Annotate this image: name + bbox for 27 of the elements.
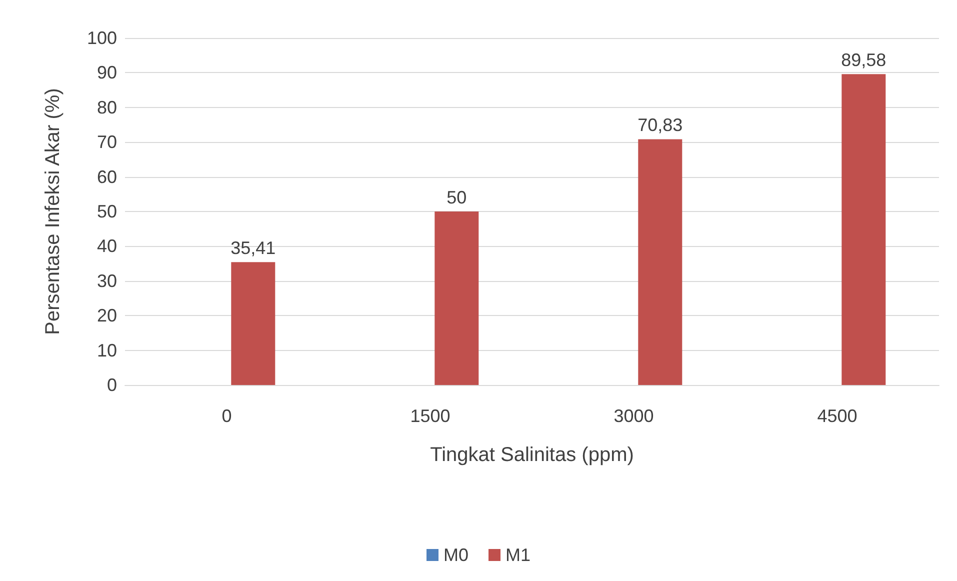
y-tick-label: 90 [96,62,117,83]
y-tick-label: 40 [96,236,117,256]
y-tick-label: 80 [96,97,117,118]
data-label: 50 [446,188,467,208]
x-axis-title: Tingkat Salinitas (ppm) [430,444,634,466]
y-tick-label: 50 [96,202,117,222]
legend-label: M0 [443,545,469,565]
y-tick-label: 70 [96,132,117,152]
bar [434,212,479,385]
data-label: 35,41 [230,238,276,258]
y-tick-label: 100 [86,28,117,48]
x-tick-label: 4500 [817,406,858,426]
y-tick-label: 10 [96,340,117,360]
y-axis-title: Persentase Infeksi Akar (%) [42,88,64,335]
x-tick-label: 3000 [614,406,654,426]
y-tick-label: 0 [106,375,117,395]
x-tick-label: 0 [222,406,232,426]
y-tick-label: 30 [96,270,117,291]
y-tick-label: 20 [96,306,117,326]
bar [231,262,276,385]
legend-label: M1 [506,545,531,565]
y-tick-label: 60 [96,166,117,187]
data-label: 89,58 [841,50,886,70]
bar [842,74,886,385]
bar [638,139,682,385]
x-tick-label: 1500 [410,406,450,426]
data-label: 70,83 [638,115,683,136]
